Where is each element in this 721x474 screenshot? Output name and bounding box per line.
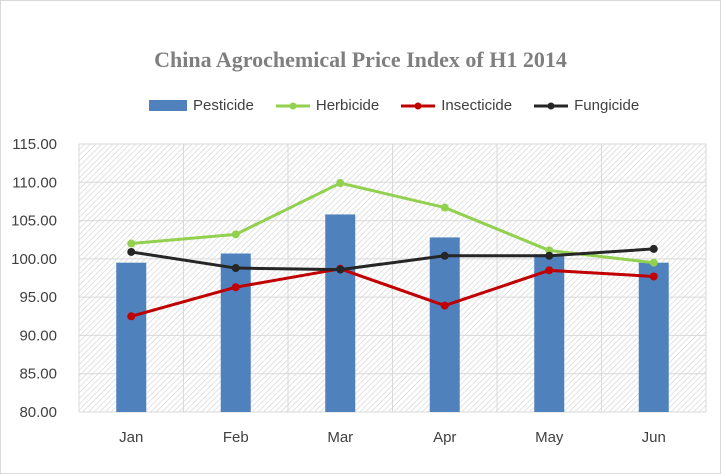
x-tick-label: Mar [327, 429, 353, 446]
y-tick-label: 115.00 [12, 136, 57, 153]
point-fungicide [440, 251, 449, 260]
bar-pesticide [220, 253, 251, 412]
legend-item: Insecticide [401, 97, 512, 114]
x-tick-label: May [535, 429, 564, 446]
y-tick-label: 100.00 [11, 251, 57, 268]
point-insecticide [545, 266, 554, 275]
legend-item: Fungicide [534, 97, 639, 114]
legend-label: Fungicide [574, 97, 640, 114]
x-tick-label: Jan [119, 429, 143, 446]
point-insecticide [231, 283, 240, 292]
point-herbicide [649, 258, 658, 267]
legend-swatch [401, 102, 436, 109]
x-tick-label: Jun [642, 429, 666, 446]
point-fungicide [649, 244, 658, 253]
point-fungicide [336, 265, 345, 274]
point-herbicide [127, 239, 136, 248]
point-insecticide [649, 272, 658, 281]
y-tick-label: 90.00 [19, 327, 57, 344]
legend-swatch [534, 102, 569, 109]
point-herbicide [231, 230, 240, 239]
y-tick-label: 105.00 [11, 213, 57, 230]
x-tick-label: Apr [433, 429, 456, 446]
bar-pesticide [116, 262, 147, 412]
point-fungicide [545, 251, 554, 260]
bar-pesticide [534, 254, 565, 412]
legend-swatch [275, 102, 310, 109]
legend: Pesticide Herbicide Insecticide Fungicide [149, 97, 639, 114]
legend-item: Herbicide [275, 97, 380, 114]
line-insecticide [130, 267, 654, 318]
y-tick-label: 110.00 [12, 174, 57, 191]
legend-label: Pesticide [193, 97, 254, 114]
line-fungicide [131, 247, 654, 272]
point-fungicide [231, 264, 240, 273]
bar-pesticide [429, 237, 460, 412]
y-tick-label: 85.00 [19, 366, 57, 383]
legend-swatch [149, 100, 187, 111]
y-tick-label: 95.00 [19, 289, 57, 306]
point-insecticide [440, 301, 449, 310]
bar-pesticide [325, 214, 356, 412]
x-tick-label: Feb [223, 429, 249, 446]
point-fungicide [127, 247, 136, 256]
line-herbicide [131, 181, 654, 265]
legend-label: Herbicide [315, 97, 380, 114]
chart-title: China Agrochemical Price Index of H1 201… [154, 47, 567, 72]
bar-pesticide [638, 262, 669, 412]
point-insecticide [127, 312, 136, 321]
legend-item: Pesticide [149, 97, 254, 114]
point-herbicide [440, 203, 449, 212]
point-herbicide [336, 179, 345, 188]
y-tick-label: 80.00 [19, 404, 57, 421]
legend-label: Insecticide [441, 97, 513, 114]
